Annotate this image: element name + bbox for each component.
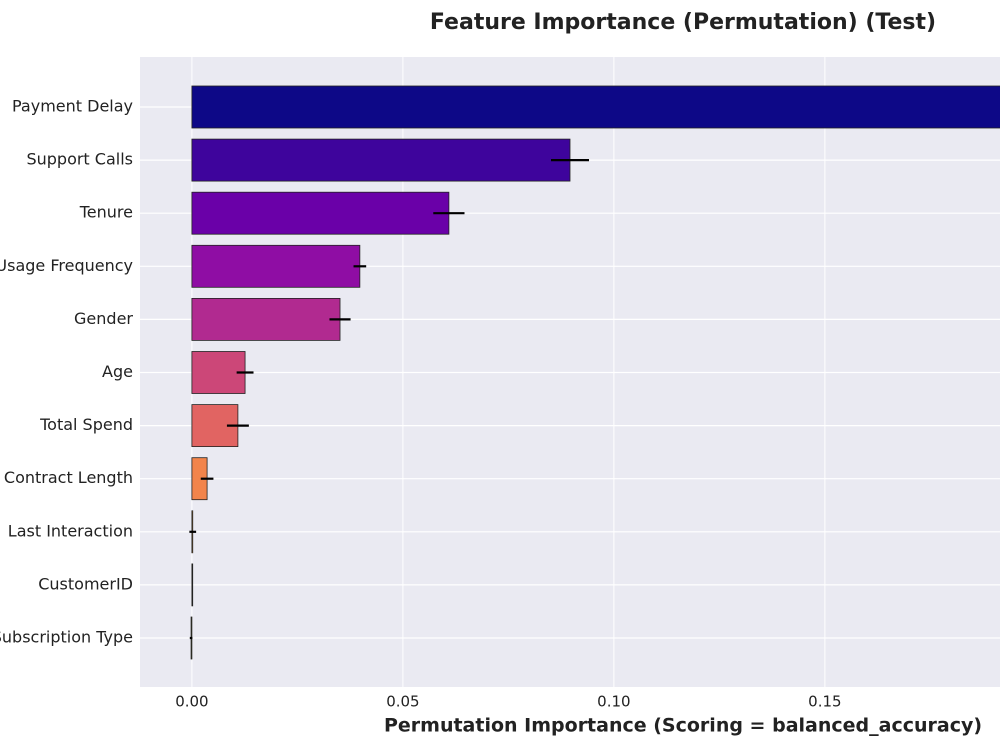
y-tick-label: Contract Length <box>4 468 133 487</box>
bar <box>191 297 341 341</box>
y-tick-label: CustomerID <box>38 574 133 593</box>
x-tick-label: 0.10 <box>597 693 630 711</box>
y-tick-label: Usage Frequency <box>0 256 133 275</box>
y-tick-label: Total Spend <box>39 415 133 434</box>
x-tick-label: 0.00 <box>175 693 208 711</box>
y-tick-label: Gender <box>74 309 133 328</box>
y-tick-label: Payment Delay <box>12 97 133 116</box>
bars <box>189 85 1000 660</box>
bar <box>191 244 361 288</box>
bar <box>191 563 194 607</box>
y-tick-label: Tenure <box>79 203 133 222</box>
x-tick-label: 0.15 <box>808 693 841 711</box>
y-tick-label: Last Interaction <box>8 521 133 540</box>
x-axis-label: Permutation Importance (Scoring = balanc… <box>384 715 982 737</box>
chart-title: Feature Importance (Permutation) (Test) <box>430 10 936 35</box>
bar <box>191 191 450 235</box>
y-tick-label: Age <box>102 362 133 381</box>
bar <box>191 85 1000 129</box>
bar <box>191 138 571 182</box>
y-tick-label: Support Calls <box>26 150 133 169</box>
x-tick-label: 0.05 <box>386 693 419 711</box>
y-tick-label: Subscription Type <box>0 628 133 647</box>
